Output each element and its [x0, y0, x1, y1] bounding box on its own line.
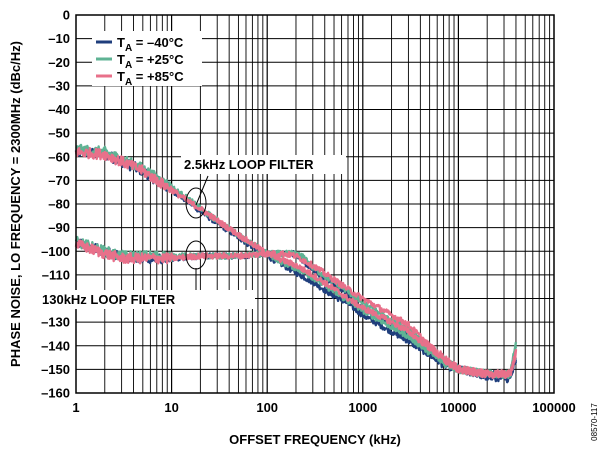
y-tick-label: –80 — [48, 197, 70, 212]
x-tick-label: 100 — [256, 400, 278, 415]
y-tick-label: –140 — [41, 338, 70, 353]
plot-frame — [75, 14, 555, 394]
y-tick-label: –160 — [41, 386, 70, 401]
series-line-130kHz-+85C — [74, 239, 517, 380]
y-tick-label: –70 — [48, 173, 70, 188]
x-tick-label: 10000 — [440, 400, 476, 415]
x-tick-label: 100000 — [532, 400, 575, 415]
y-tick-label: –100 — [41, 244, 70, 259]
y-tick-label: –130 — [41, 315, 70, 330]
y-tick-label: –20 — [48, 55, 70, 70]
annotations: 2.5kHz LOOP FILTER 130kHz LOOP FILTER — [38, 155, 346, 309]
x-tick-labels: 1 10 100 1000 10000 100000 — [72, 400, 575, 415]
y-tick-label: –60 — [48, 149, 70, 164]
legend-label: TA = –40°C — [117, 35, 184, 54]
x-axis-title: OFFSET FREQUENCY (kHz) — [229, 432, 401, 447]
y-tick-label: –150 — [41, 362, 70, 377]
legend-label: TA = +25°C — [117, 52, 184, 71]
annotation-box-130khz — [38, 290, 255, 309]
y-tick-label: –110 — [42, 267, 70, 282]
annotation-ellipse-2-5khz — [185, 187, 207, 219]
figure-id: 08570-117 — [590, 403, 599, 441]
y-tick-labels: 0–10–20–30–40–50–60–70–80–90–100–110–120… — [41, 8, 70, 401]
annotation-2-5khz-loop-filter: 2.5kHz LOOP FILTER — [184, 157, 314, 172]
y-tick-label: –30 — [48, 78, 70, 93]
x-tick-label: 1 — [72, 400, 79, 415]
legend-label: TA = +85°C — [117, 69, 184, 88]
y-tick-label: –90 — [48, 220, 70, 235]
annotation-ellipse-130khz — [185, 240, 207, 270]
y-tick-label: 0 — [63, 8, 70, 23]
annotation-130khz-loop-filter: 130kHz LOOP FILTER — [42, 292, 176, 307]
x-tick-label: 1000 — [348, 400, 377, 415]
y-axis-title: PHASE NOISE, LO FREQUENCY = 2300MHz (dBc… — [8, 41, 23, 367]
y-tick-label: –40 — [48, 102, 70, 117]
legend: TA = –40°CTA = +25°CTA = +85°C — [92, 31, 202, 88]
y-tick-label: –50 — [48, 126, 70, 141]
x-tick-label: 10 — [164, 400, 178, 415]
annotation-box-2-5khz — [181, 155, 346, 174]
y-tick-label: –10 — [48, 31, 70, 46]
series-group — [74, 143, 518, 384]
